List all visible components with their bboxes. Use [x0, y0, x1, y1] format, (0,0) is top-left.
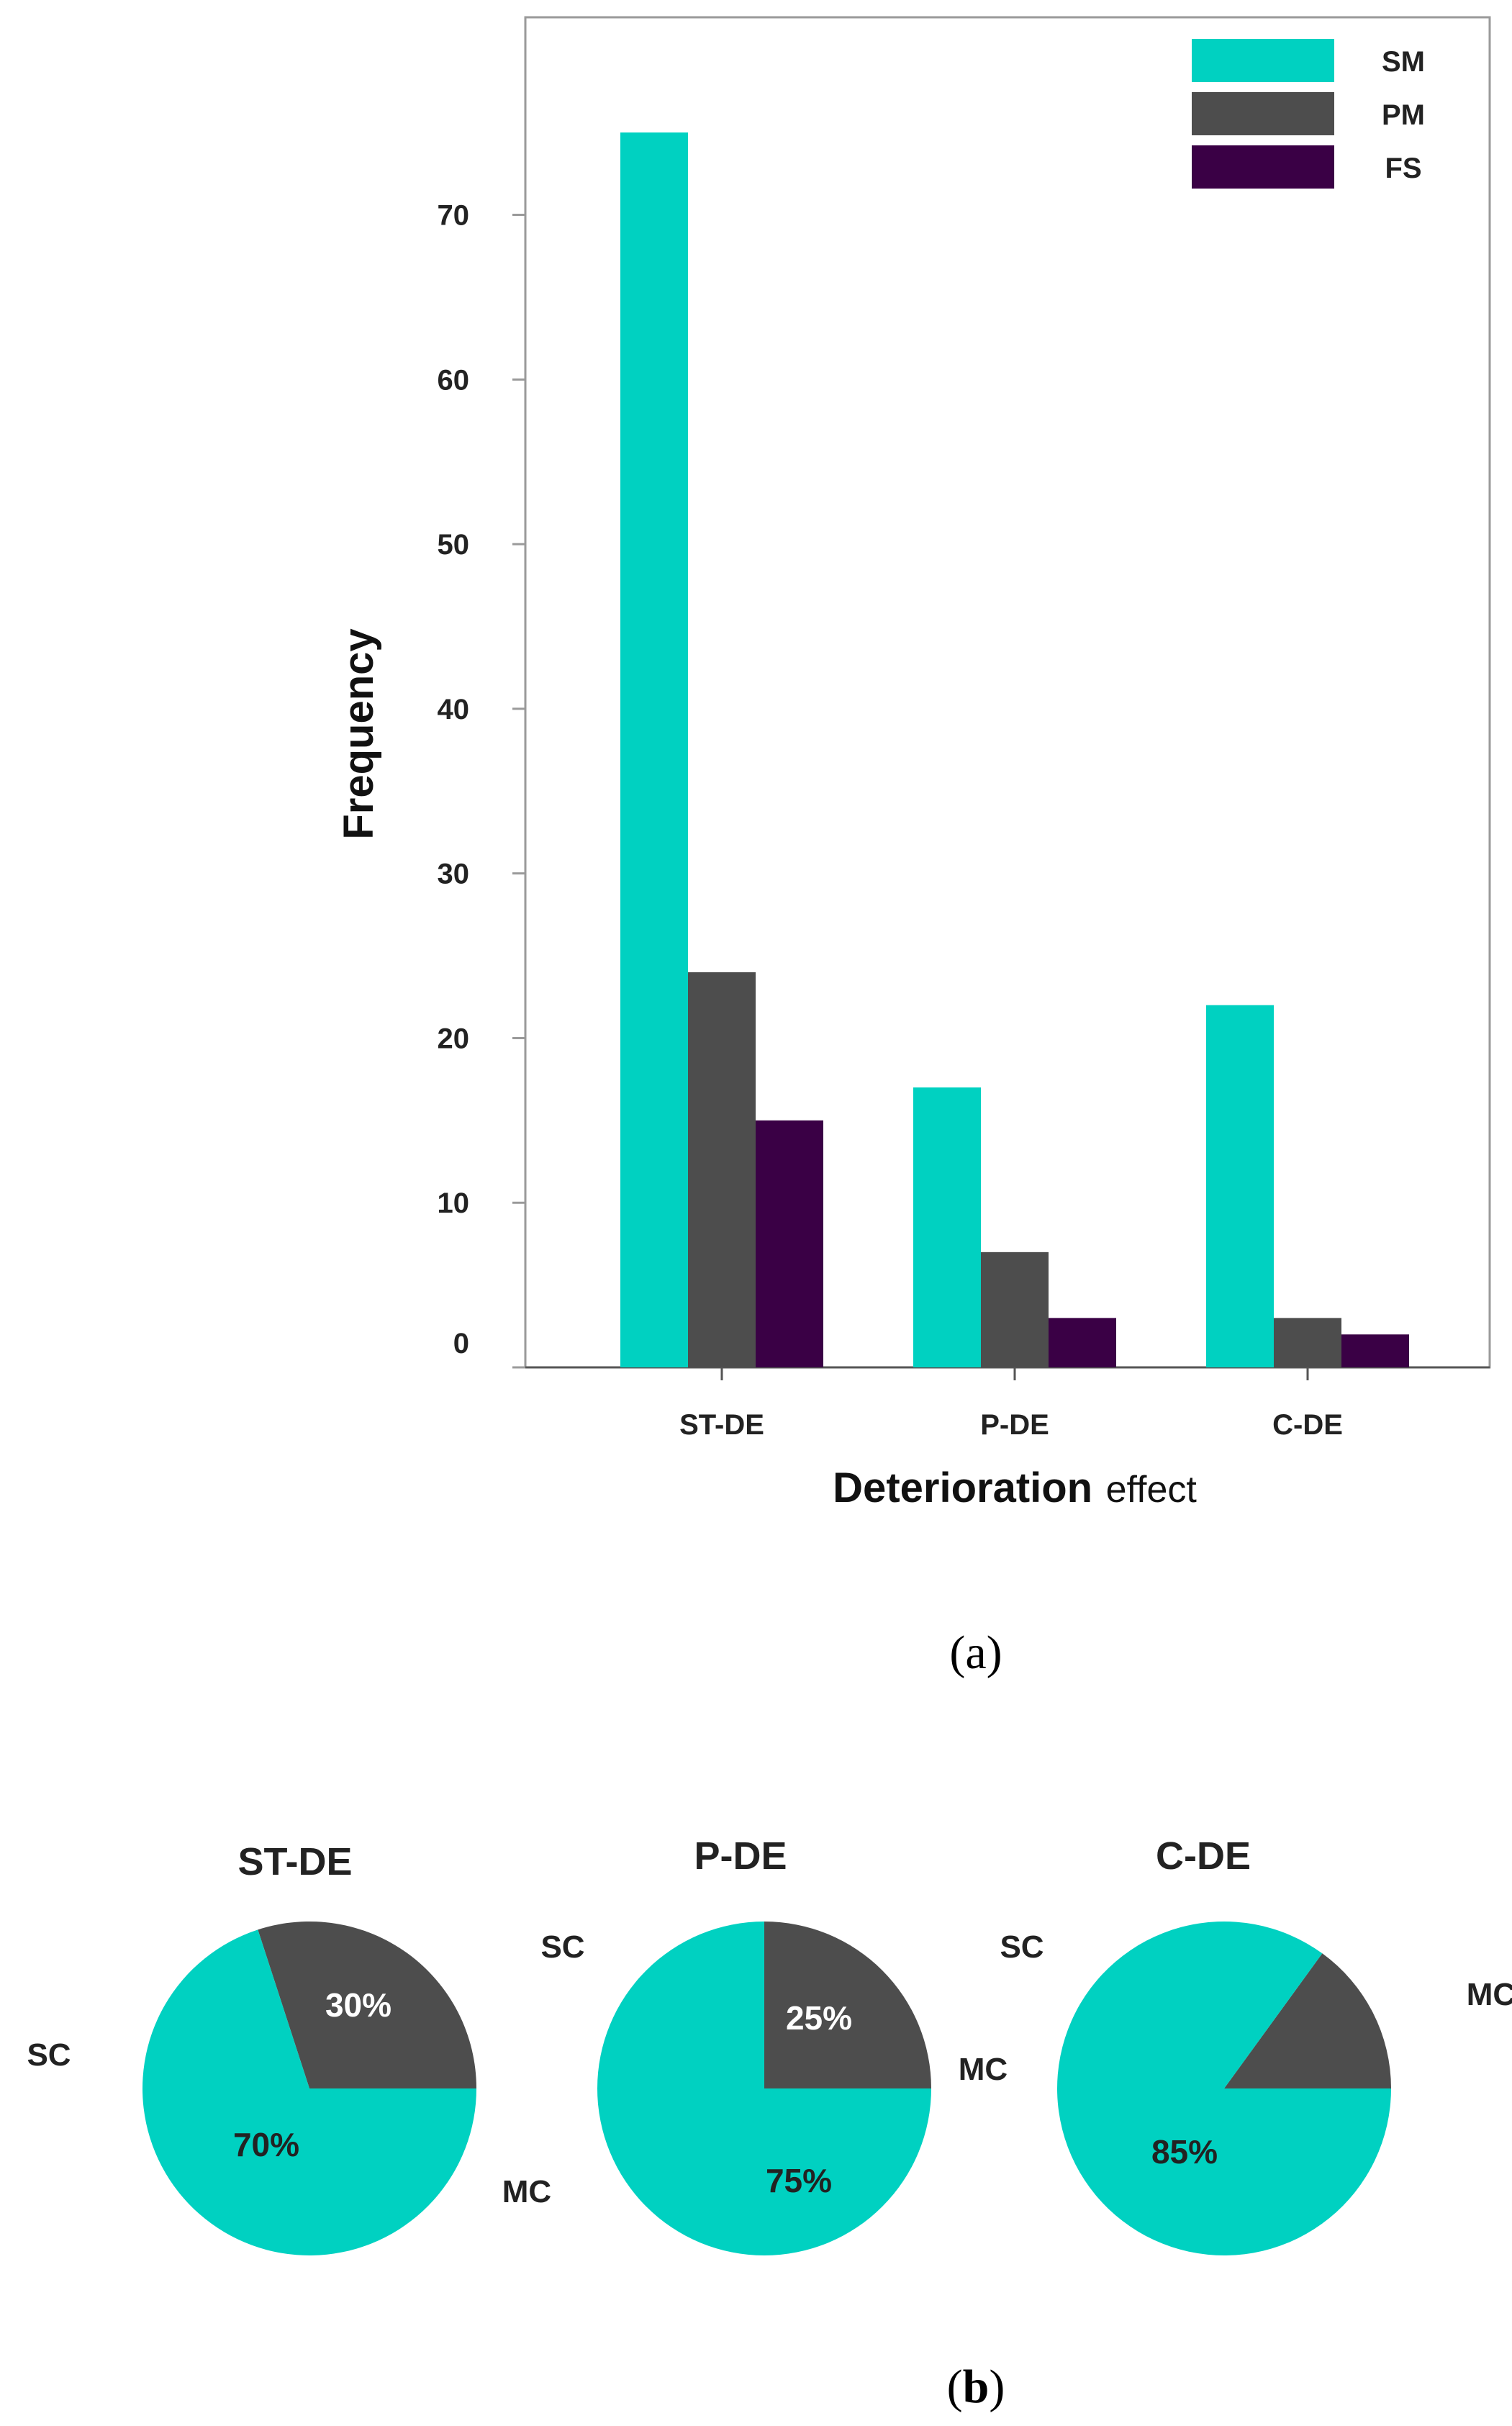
pie-charts: ST-DE MC 30% SC 70% P-DE MC 25% SC 75% C-DE MC SC 85% — [27, 1834, 1512, 2255]
bar-sm-st-de — [620, 132, 688, 1367]
bar-pm-p-de — [981, 1252, 1049, 1367]
panel-label-b: (b) — [947, 2361, 1005, 2413]
y-ticks: 0 10 20 30 40 50 60 70 — [438, 200, 525, 1369]
pie-outer-label-sc: SC — [540, 1929, 584, 1965]
legend-swatch-sm — [1192, 39, 1334, 82]
bar-sm-c-de — [1206, 1005, 1274, 1367]
pie-outer-label-mc: MC — [1467, 1977, 1512, 2012]
bar-pm-c-de — [1274, 1318, 1341, 1367]
pie-slice-mc — [764, 1922, 931, 2088]
x-axis-label-suffix: effect — [1106, 1469, 1198, 1511]
pie-c-de: C-DE MC SC 85% — [1000, 1834, 1512, 2255]
legend-swatch-fs — [1192, 145, 1334, 189]
x-axis-label-main: Deterioration — [833, 1465, 1092, 1511]
panel-label-a: (a) — [949, 1626, 1002, 1679]
legend-swatch-pm — [1192, 92, 1334, 135]
pie-slice-sc — [142, 1929, 476, 2255]
pie-slice-mc — [1224, 1953, 1391, 2088]
pie-title: ST-DE — [237, 1840, 352, 1883]
bar-fs-c-de — [1341, 1334, 1409, 1367]
pie-outer-label-sc: SC — [27, 2037, 71, 2073]
x-ticks — [720, 1367, 1309, 1380]
y-axis-label: Frequency — [335, 628, 382, 839]
pie-percent-label-mc: 25% — [786, 1999, 852, 2037]
pie-slice-sc — [597, 1922, 931, 2255]
pie-st-de: ST-DE MC 30% SC 70% — [27, 1840, 551, 2255]
pie-outer-label-mc: MC — [502, 2174, 551, 2209]
bar-sm-p-de — [913, 1087, 981, 1367]
x-category-label: C-DE — [1272, 1409, 1343, 1441]
y-tick-label: 70 — [438, 200, 470, 232]
x-category-label: ST-DE — [679, 1409, 764, 1441]
pie-title: C-DE — [1156, 1834, 1251, 1878]
y-tick-label: 20 — [438, 1023, 470, 1054]
panel-letter-a: a — [965, 1626, 986, 1679]
y-tick-label: 30 — [438, 859, 470, 890]
legend-label-fs: FS — [1385, 153, 1421, 184]
bar-fs-st-de — [756, 1120, 823, 1367]
legend-label-sm: SM — [1382, 46, 1425, 78]
pie-title: P-DE — [694, 1834, 787, 1878]
bar-fs-p-de — [1049, 1318, 1116, 1367]
legend-label-pm: PM — [1382, 99, 1425, 131]
bar-pm-st-de — [688, 972, 756, 1367]
x-category-label: P-DE — [980, 1409, 1049, 1441]
x-category-labels: ST-DE P-DE C-DE — [679, 1409, 1343, 1441]
pie-percent-label-mc: 30% — [325, 1986, 391, 2024]
y-tick-label: 60 — [438, 364, 470, 396]
pie-outer-label-mc: MC — [959, 2052, 1008, 2087]
y-tick-label: 10 — [438, 1187, 470, 1219]
pie-percent-label-sc: 75% — [766, 2162, 832, 2199]
x-axis-label: Deterioration effect — [833, 1465, 1197, 1511]
bars — [620, 132, 1409, 1367]
panel-letter-b: b — [963, 2361, 990, 2413]
y-tick-label: 50 — [438, 529, 470, 561]
pie-outer-label-sc: SC — [1000, 1929, 1044, 1965]
pie-percent-label-sc: 85% — [1151, 2133, 1218, 2171]
pie-slice-mc — [258, 1921, 476, 2088]
pie-percent-label-sc: 70% — [233, 2126, 299, 2163]
pie-p-de: P-DE MC 25% SC 75% — [540, 1834, 1008, 2255]
legend: SM PM FS — [1192, 39, 1425, 189]
y-tick-label: 40 — [438, 694, 470, 725]
pie-slice-sc — [1057, 1921, 1391, 2255]
y-tick-label: 0 — [453, 1328, 469, 1359]
